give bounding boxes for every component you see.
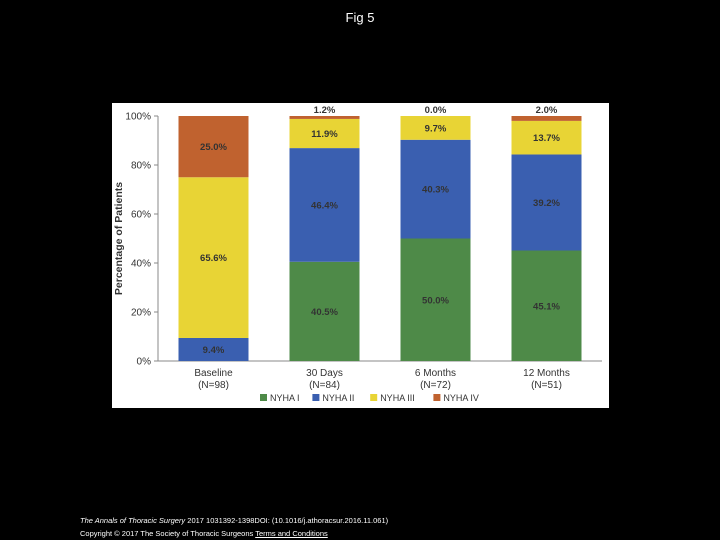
data-label: 25.0% <box>200 142 227 153</box>
chart-panel: 0% 20% 40% 60% 80% 100% Percentage of Patients… <box>112 103 609 408</box>
bar-segment <box>289 118 360 149</box>
bar-segment <box>511 116 582 121</box>
legend-swatch <box>312 394 320 401</box>
x-tick-label: 12 Months <box>523 368 570 379</box>
data-label: 11.9% <box>311 129 338 140</box>
y-tick-label: 0% <box>137 357 152 368</box>
bar-segment <box>289 261 360 361</box>
data-label: 50.0% <box>422 295 449 306</box>
data-label: 40.3% <box>422 185 449 196</box>
y-tick-label: 80% <box>131 161 151 172</box>
bar-segment <box>400 139 471 239</box>
legend-swatch <box>260 394 267 401</box>
bar-segment <box>178 116 249 178</box>
y-tick-label: 60% <box>131 210 151 221</box>
y-tick-label: 20% <box>131 308 151 319</box>
footer-citation: The Annals of Thoracic Surgery 2017 1031… <box>80 516 388 525</box>
legend-label: NYHA IV <box>443 393 479 403</box>
bar-segment <box>178 177 249 338</box>
y-tick-label: 100% <box>125 112 151 123</box>
bar-segment <box>178 337 249 361</box>
x-tick-label: 6 Months <box>415 368 456 379</box>
legend-swatch <box>433 394 441 401</box>
data-label: 65.6% <box>200 253 227 264</box>
x-tick-sublabel: (N=84) <box>309 380 340 391</box>
x-tick-label: Baseline <box>194 368 233 379</box>
bar-segment <box>511 154 582 251</box>
bar-segment <box>511 250 582 361</box>
x-tick-sublabel: (N=51) <box>531 380 562 391</box>
x-tick-sublabel: (N=72) <box>420 380 451 391</box>
data-label: 40.5% <box>311 307 338 318</box>
data-label: 9.7% <box>425 123 447 134</box>
legend-swatch <box>370 394 378 401</box>
footer-copyright: Copyright © 2017 The Society of Thoracic… <box>80 529 328 538</box>
bar-segment <box>511 120 582 155</box>
footer-citation-text: 2017 1031392-1398DOI: (10.1016/j.athorac… <box>187 516 389 525</box>
x-tick-sublabel: (N=98) <box>198 380 229 391</box>
data-label: 9.4% <box>203 345 225 356</box>
y-axis-title: Percentage of Patients <box>113 182 125 295</box>
bar-segment <box>289 148 360 262</box>
data-label: 2.0% <box>536 105 558 116</box>
bar-segment <box>400 116 471 140</box>
bar-segment <box>289 116 360 119</box>
terms-link[interactable]: Terms and Conditions <box>255 529 328 538</box>
data-label: 39.2% <box>533 198 560 209</box>
x-tick-label: 30 Days <box>306 368 343 379</box>
footer-journal: The Annals of Thoracic Surgery <box>80 516 186 525</box>
footer-copyright-text: Copyright © 2017 The Society of Thoracic… <box>80 529 254 538</box>
data-label: 0.0% <box>425 105 447 116</box>
data-label: 1.2% <box>314 105 336 116</box>
slide-title: Fig 5 <box>345 10 375 25</box>
legend-label: NYHA I <box>270 393 300 403</box>
y-tick-label: 40% <box>131 259 151 270</box>
data-label: 13.7% <box>533 133 560 144</box>
legend-label: NYHA II <box>322 393 354 403</box>
data-label: 46.4% <box>311 200 338 211</box>
stacked-bar-chart: 0% 20% 40% 60% 80% 100% Percentage of Patients… <box>113 105 602 403</box>
legend-label: NYHA III <box>380 393 415 403</box>
data-label: 45.1% <box>533 301 560 312</box>
bar-segment <box>400 238 471 361</box>
